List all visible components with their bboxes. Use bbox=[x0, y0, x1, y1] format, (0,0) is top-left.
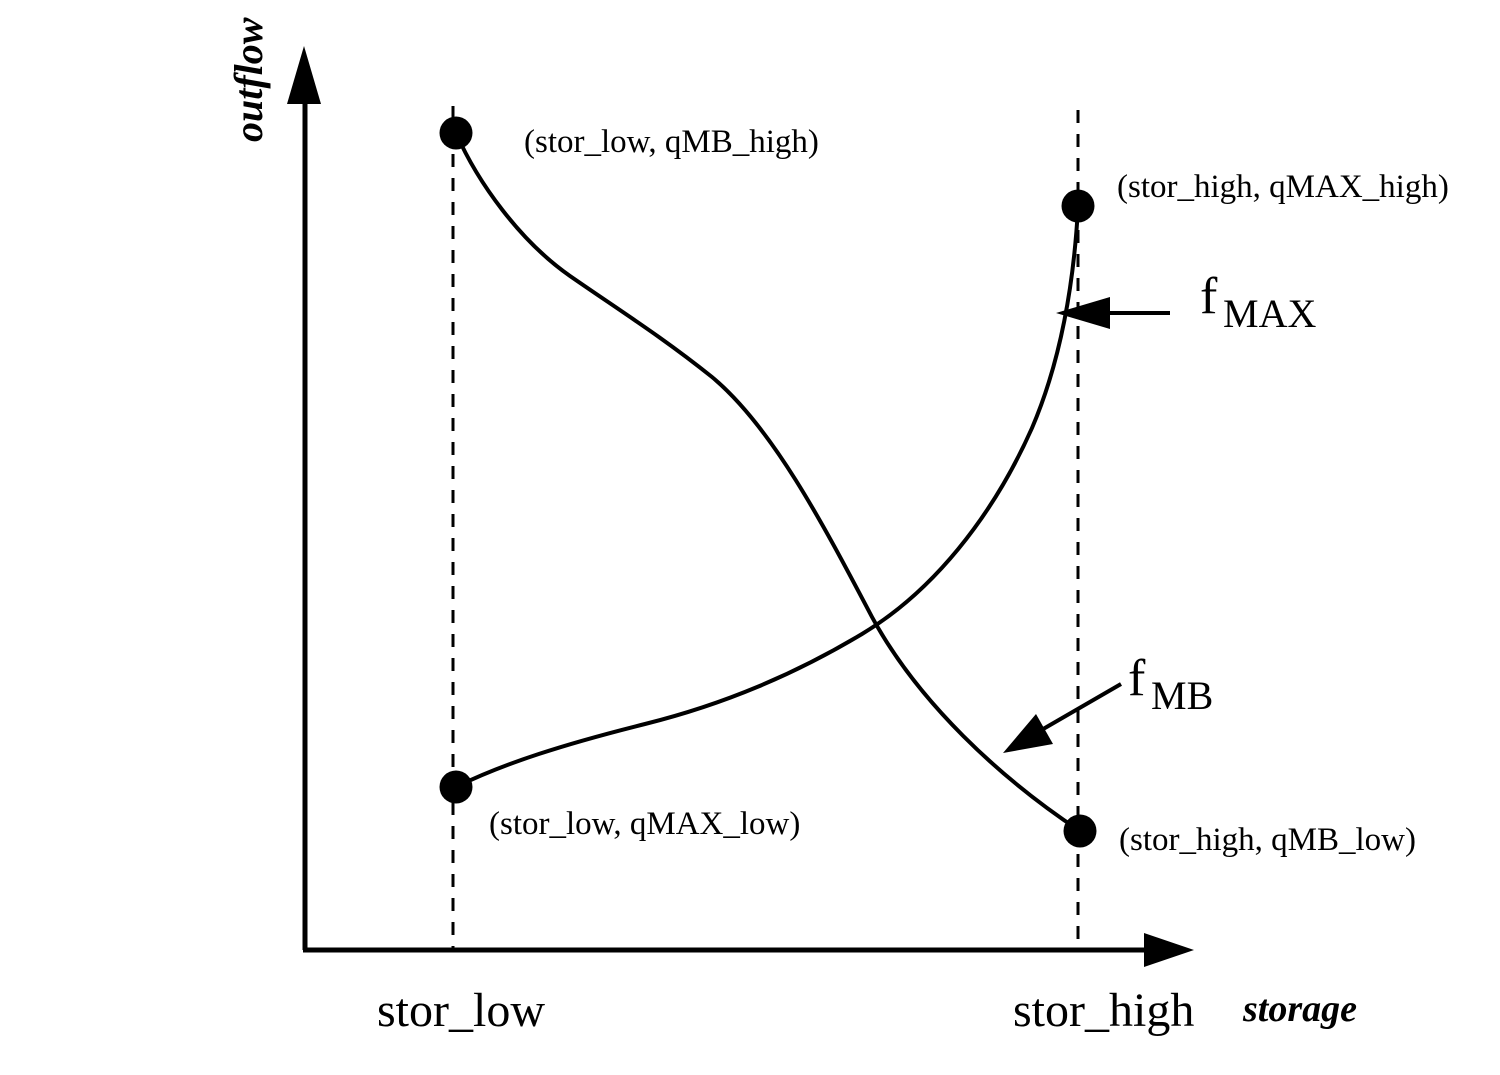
point-stor-high-qmax-high bbox=[1061, 189, 1095, 223]
fmb-label-base: f bbox=[1128, 650, 1146, 707]
point-stor-high-qmb-low bbox=[1063, 814, 1097, 848]
fmax-arrowhead-icon bbox=[1056, 297, 1110, 329]
fmax-label-base: f bbox=[1200, 268, 1218, 325]
curve-fmax bbox=[457, 207, 1080, 788]
point-label-stor-low-qmb-high: (stor_low, qMB_high) bbox=[524, 124, 819, 160]
point-stor-low-qmax-low bbox=[439, 770, 473, 804]
fmb-arrowhead-icon bbox=[1003, 714, 1053, 753]
x-axis-title: storage bbox=[1242, 988, 1357, 1030]
y-axis-arrowhead-icon bbox=[287, 46, 321, 104]
x-tick-stor-high: stor_high bbox=[1013, 984, 1194, 1037]
fmb-arrow-line bbox=[1036, 682, 1123, 734]
point-label-stor-high-qmax-high: (stor_high, qMAX_high) bbox=[1117, 169, 1449, 205]
fmax-label-subscript: MAX bbox=[1223, 291, 1316, 336]
x-axis bbox=[303, 933, 1194, 967]
point-stor-low-qmb-high bbox=[439, 116, 473, 150]
curve-fmb bbox=[454, 132, 1082, 833]
x-tick-stor-low: stor_low bbox=[377, 984, 545, 1037]
fmax-annotation: f MAX bbox=[1056, 268, 1316, 336]
point-label-stor-low-qmax-low: (stor_low, qMAX_low) bbox=[489, 806, 800, 842]
fmb-annotation: f MB bbox=[1003, 650, 1213, 753]
point-label-stor-high-qmb-low: (stor_high, qMB_low) bbox=[1119, 822, 1416, 858]
y-axis bbox=[287, 46, 321, 950]
fmb-label-subscript: MB bbox=[1151, 673, 1213, 718]
x-axis-arrowhead-icon bbox=[1144, 933, 1194, 967]
y-axis-title: outflow bbox=[226, 17, 271, 142]
